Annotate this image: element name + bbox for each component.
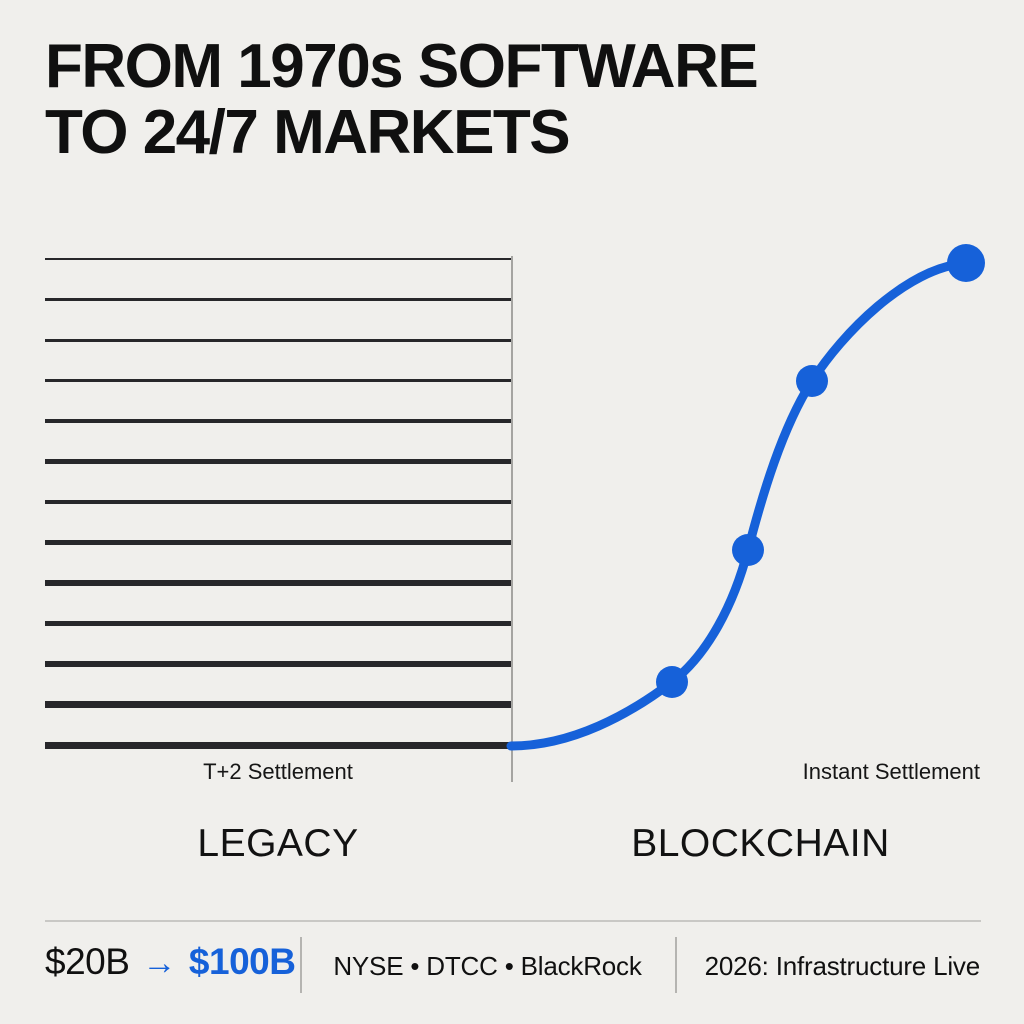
- footer-vertical-divider-1: [300, 937, 302, 993]
- footer-vertical-divider-2: [675, 937, 677, 993]
- footer-divider: [45, 920, 981, 922]
- legacy-line: [45, 741, 511, 749]
- legacy-label: LEGACY: [197, 822, 359, 865]
- legacy-line: [45, 257, 511, 261]
- legacy-line: [45, 701, 511, 708]
- stat-to: $100B: [188, 941, 296, 982]
- legacy-caption: T+2 Settlement: [203, 759, 353, 784]
- axis-line: [511, 256, 513, 782]
- legacy-line: [45, 459, 511, 464]
- blockchain-caption: Instant Settlement: [802, 759, 980, 784]
- page-title-line2: TO 24/7 MARKETS: [45, 97, 571, 167]
- arrow-right-icon: →: [142, 944, 176, 982]
- stat-from: $20B: [45, 941, 130, 982]
- institutions-list: NYSE • DTCC • BlackRock: [333, 951, 642, 981]
- legacy-line: [45, 338, 511, 342]
- legacy-line: [45, 419, 511, 423]
- legacy-line: [45, 660, 511, 668]
- legacy-line: [45, 298, 511, 301]
- legacy-line: [45, 499, 511, 505]
- legacy-line: [45, 540, 511, 545]
- growth-stat: $20B → $100B: [45, 941, 296, 983]
- page-title-line1: FROM 1970s SOFTWARE: [45, 32, 759, 101]
- blockchain-label: BLOCKCHAIN: [631, 822, 890, 865]
- page-title: FROM 1970s SOFTWARE TO 24/7 MARKETS: [45, 32, 759, 167]
- legacy-line: [45, 620, 511, 627]
- legacy-line: [45, 580, 511, 586]
- legacy-line: [45, 378, 511, 383]
- milestone-text: 2026: Infrastructure Live: [704, 951, 981, 981]
